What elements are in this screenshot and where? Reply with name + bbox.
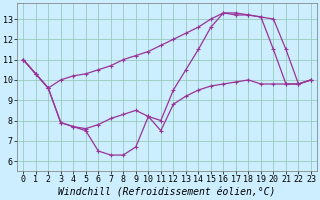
X-axis label: Windchill (Refroidissement éolien,°C): Windchill (Refroidissement éolien,°C) [58,187,276,197]
